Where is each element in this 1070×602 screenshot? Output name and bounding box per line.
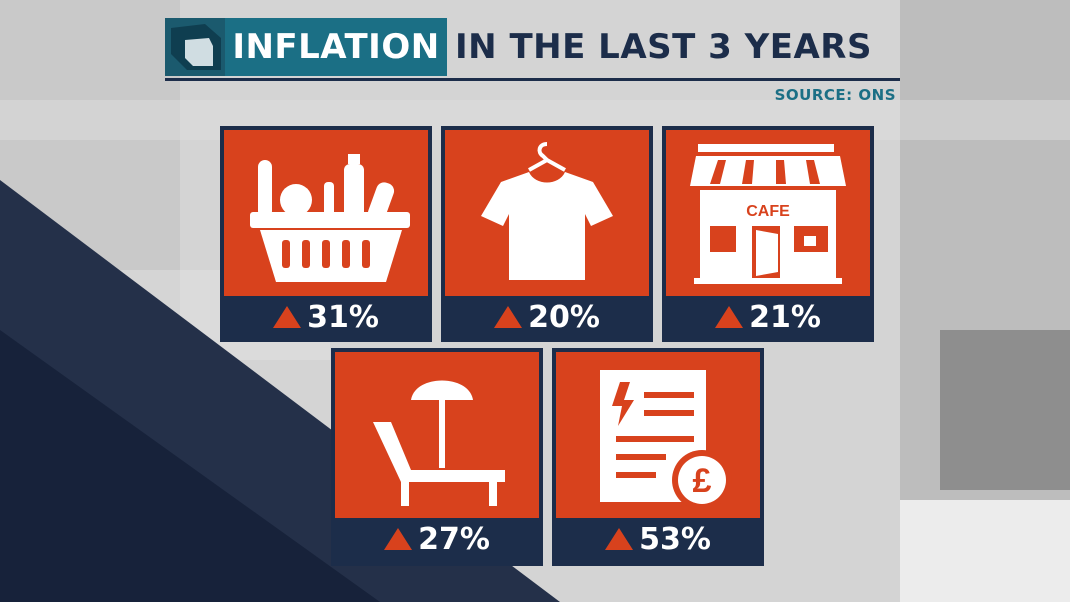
card-tile	[224, 130, 428, 296]
increase-arrow-icon	[273, 306, 302, 328]
value-text: 53%	[639, 521, 711, 557]
card-cafe: CAFE 21%	[662, 126, 874, 342]
value-text: 31%	[307, 299, 379, 335]
card-tile: £	[556, 352, 760, 518]
card-value: 20%	[441, 296, 653, 338]
cafe-icon: CAFE	[690, 144, 846, 284]
card-value: 53%	[552, 518, 764, 560]
value-text: 21%	[749, 299, 821, 335]
title-text: IN THE LAST 3 YEARS	[455, 27, 872, 67]
card-tile: CAFE	[666, 130, 870, 296]
energy-bill-icon: £	[600, 370, 732, 510]
t-shirt-icon	[481, 142, 613, 280]
value-text: 20%	[528, 299, 600, 335]
channel-logo	[165, 18, 227, 76]
card-value: 27%	[331, 518, 543, 560]
card-food: 31%	[220, 126, 432, 342]
value-text: 27%	[418, 521, 490, 557]
increase-arrow-icon	[494, 306, 523, 328]
sun-lounger-icon	[373, 380, 505, 506]
card-holiday: 27%	[331, 348, 543, 566]
title-rule	[165, 78, 900, 81]
title-highlight: INFLATION	[225, 18, 447, 76]
increase-arrow-icon	[605, 528, 634, 550]
cafe-sign: CAFE	[746, 203, 790, 220]
increase-arrow-icon	[384, 528, 413, 550]
card-energy: £ 53%	[552, 348, 764, 566]
title-banner: INFLATION IN THE LAST 3 YEARS	[165, 18, 900, 81]
card-value: 31%	[220, 296, 432, 338]
increase-arrow-icon	[715, 306, 744, 328]
card-tile	[335, 352, 539, 518]
svg-text:£: £	[693, 462, 712, 500]
card-clothing: 20%	[441, 126, 653, 342]
card-value: 21%	[662, 296, 874, 338]
source-label: SOURCE: ONS	[774, 86, 896, 104]
title-label: INFLATION IN THE LAST 3 YEARS	[225, 18, 871, 76]
shopping-basket-icon	[250, 154, 410, 282]
card-tile	[445, 130, 649, 296]
